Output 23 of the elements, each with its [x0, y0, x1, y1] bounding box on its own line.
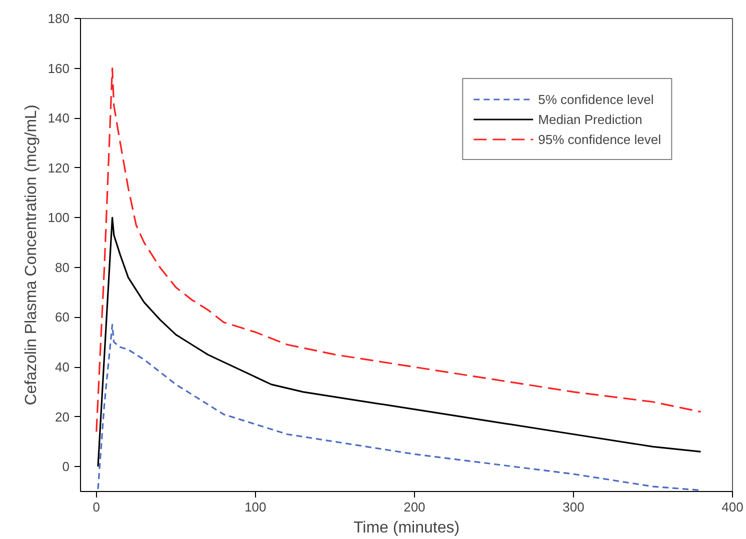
line-series	[97, 324, 702, 492]
line-series	[96, 67, 702, 433]
x-tick-label: 200	[404, 500, 426, 514]
x-tick-label: 100	[244, 500, 266, 514]
y-tick-label: 140	[48, 110, 70, 126]
y-tick-label: 80	[55, 260, 70, 275]
y-tick-label: 180	[48, 11, 70, 26]
y-tick-label: 100	[48, 210, 70, 226]
line-series	[97, 216, 702, 468]
x-tick-label: 0	[92, 500, 100, 514]
y-tick-label: 40	[55, 360, 70, 375]
y-tick-label: 60	[55, 310, 70, 325]
legend-label: 5% confidence level	[538, 92, 654, 106]
x-axis-title: Time (minutes)	[353, 520, 460, 536]
legend-label: Median Prediction	[538, 112, 642, 126]
y-axis-title: Cefazolin Plasma Concentration (mcg/mL)	[22, 104, 40, 406]
y-tick-label: 0	[62, 459, 70, 474]
x-tick-label: 400	[722, 500, 744, 514]
x-tick-label: 300	[562, 500, 584, 514]
y-tick-label: 20	[55, 409, 70, 424]
y-tick-label: 120	[48, 160, 70, 176]
legend-label: 95% confidence level	[538, 132, 661, 146]
y-tick-label: 160	[48, 60, 70, 76]
